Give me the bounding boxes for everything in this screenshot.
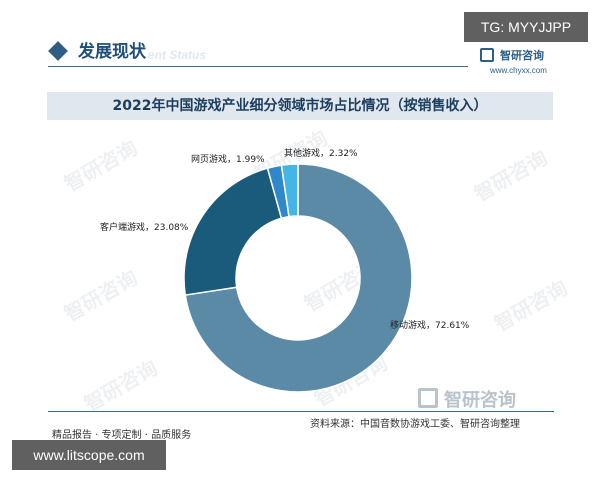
slice-label: 网页游戏，1.99%: [191, 153, 265, 165]
section-title: 发展现状: [78, 42, 146, 62]
donut-slice: [184, 163, 413, 393]
footer-divider: [48, 411, 554, 412]
overlay-tag-bottom: www.litscope.com: [12, 440, 166, 470]
footer-logo-icon: [418, 388, 438, 408]
slice-label: 移动游戏，72.61%: [390, 319, 470, 331]
donut-slice: [183, 167, 283, 296]
section-subtitle: ent Status: [148, 48, 207, 62]
brand-logo: 智研咨询 www.chyxx.com: [480, 48, 590, 78]
tagline: 精品报告 · 专项定制 · 品质服务: [52, 430, 192, 441]
header-divider: [48, 66, 468, 67]
footer-logo-name: 智研咨询: [444, 390, 516, 411]
donut-slice: [280, 163, 299, 218]
source-note: 资料来源：中国音数协游戏工委、智研咨询整理: [310, 419, 520, 430]
chart-title: 2022年中国游戏产业细分领域市场占比情况（按销售收入）: [112, 98, 488, 114]
brand-logo-icon: [480, 48, 494, 62]
slice-label: 客户端游戏，23.08%: [100, 221, 189, 233]
brand-logo-url: www.chyxx.com: [490, 66, 547, 75]
brand-logo-name: 智研咨询: [500, 49, 544, 62]
chart-title-bar: 2022年中国游戏产业细分领域市场占比情况（按销售收入）: [47, 92, 553, 120]
overlay-tag-top: TG: MYYJJPP: [464, 12, 588, 42]
slice-label: 其他游戏，2.32%: [284, 147, 358, 159]
